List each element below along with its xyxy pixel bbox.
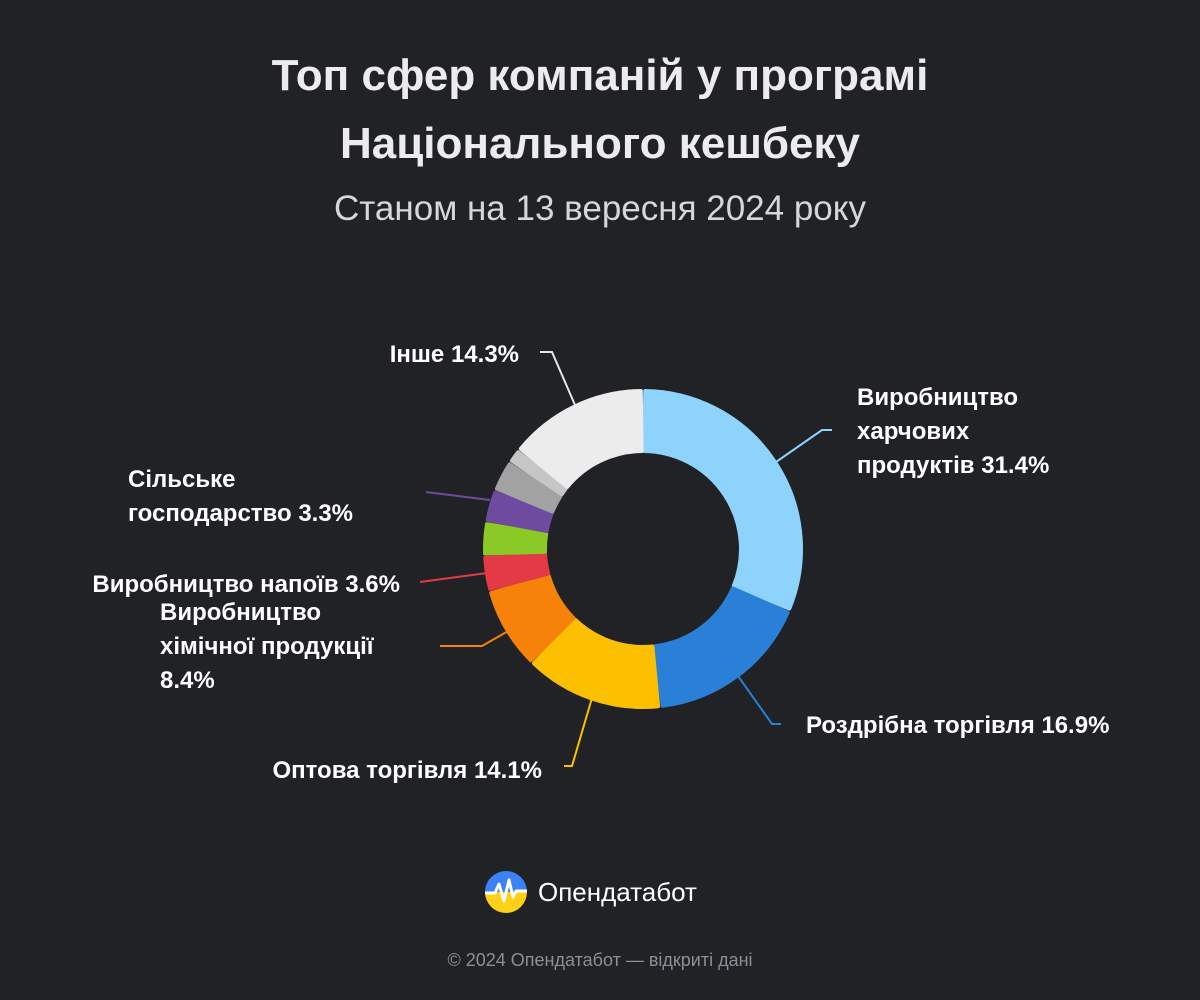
slice-label-line: Роздрібна торгівля 16.9% (806, 712, 1109, 739)
donut-slice (653, 586, 790, 708)
donut-slice (483, 552, 551, 591)
chart-subtitle: Станом на 13 вересня 2024 року (334, 189, 866, 228)
brand: Опендатабот (484, 870, 697, 914)
chart-title-line-2: Національного кешбеку (339, 119, 861, 168)
slice-label-line: Оптова торгівля 14.1% (272, 757, 542, 784)
slice-label: Виробництво напоїв 3.6% (92, 571, 400, 598)
donut-slice (518, 389, 644, 489)
donut-slice (489, 574, 576, 663)
slice-label-line: Виробництво напоїв 3.6% (92, 571, 400, 598)
slice-label-line: 8.4% (160, 667, 215, 694)
leader-line (564, 697, 593, 767)
donut-slice (485, 490, 554, 533)
donut-slice (483, 522, 549, 556)
slice-label-line: господарство 3.3% (128, 500, 353, 527)
slice-label-line: Виробництво (857, 384, 1018, 411)
donut-slice (532, 617, 661, 709)
slice-label-line: Інше 14.3% (390, 341, 519, 368)
donut-slice (494, 462, 563, 514)
opendatabot-logo-icon (485, 871, 527, 913)
slice-label-line: Сільське (128, 466, 235, 493)
slice-label-line: харчових (857, 418, 970, 445)
slice-label: Роздрібна торгівля 16.9% (806, 712, 1109, 739)
slice-label: Виробництво хімічної продукції 8.4% (160, 599, 375, 694)
slice-label: Інше 14.3% (390, 341, 519, 368)
slice-label: Оптова торгівля 14.1% (272, 757, 542, 784)
donut-slice (509, 450, 568, 497)
slice-label-line: Виробництво (160, 599, 321, 626)
donut-slice (642, 389, 803, 611)
leader-line (775, 429, 832, 463)
slice-label: Сільське господарство 3.3% (128, 466, 353, 527)
slice-label-line: хімічної продукції (160, 633, 375, 660)
slice-label: Виробництво харчових продуктів 31.4% (857, 384, 1049, 479)
footer-copyright: © 2024 Опендатабот — відкриті дані (447, 950, 753, 970)
brand-name: Опендатабот (538, 876, 697, 907)
leader-line (425, 491, 491, 501)
leader-line (540, 351, 576, 406)
leader-line (419, 572, 488, 583)
leader-line (737, 675, 781, 725)
leader-line (440, 629, 511, 647)
slice-label-line: продуктів 31.4% (857, 452, 1049, 479)
chart-title-line-1: Топ сфер компаній у програмі (271, 51, 929, 100)
